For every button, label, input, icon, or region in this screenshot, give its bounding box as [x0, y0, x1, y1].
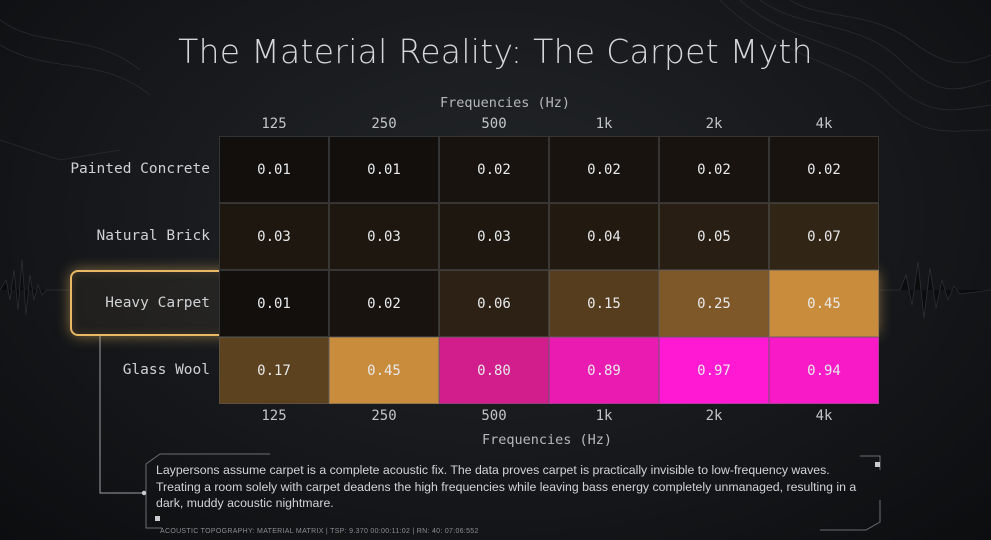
cell-value-label: 0.04 [587, 228, 621, 245]
cell-value-label: 0.80 [477, 362, 511, 379]
heatmap-cell: 0.45 [329, 337, 439, 404]
cell-value-label: 0.89 [587, 362, 621, 379]
heatmap-cell: 0.06 [439, 270, 549, 337]
heatmap-cell: 0.07 [769, 203, 879, 270]
heatmap-cell: 0.01 [219, 136, 329, 203]
cell-value-label: 0.97 [697, 362, 731, 379]
x-tick-top-4k: 4k [815, 116, 833, 132]
heatmap-cell: 0.17 [219, 337, 329, 404]
heatmap-cell: 0.94 [769, 337, 879, 404]
x-tick-top-500: 500 [481, 116, 507, 132]
cell-value-label: 0.03 [257, 228, 291, 245]
heatmap-cell: 0.03 [439, 203, 549, 270]
heatmap-cell: 0.02 [549, 136, 659, 203]
cell-value-label: 0.02 [807, 161, 841, 178]
cell-value-label: 0.15 [587, 295, 621, 312]
cell-value-label: 0.03 [477, 228, 511, 245]
cell-value-label: 0.25 [697, 295, 731, 312]
cell-value-label: 0.01 [257, 161, 291, 178]
row-label-natural-brick: Natural Brick [96, 228, 211, 244]
heatmap-cell: 0.02 [659, 136, 769, 203]
heatmap-cell: 0.97 [659, 337, 769, 404]
x-tick-bottom-4k: 4k [815, 408, 833, 424]
x-axis-title-top: Frequencies (Hz) [439, 95, 571, 111]
x-tick-top-1k: 1k [595, 116, 613, 132]
x-axis-title-bottom: Frequencies (Hz) [481, 432, 613, 448]
cell-value-label: 0.06 [477, 295, 511, 312]
heatmap-cell: 0.02 [329, 270, 439, 337]
cell-value-label: 0.17 [257, 362, 291, 379]
heatmap-cell: 0.25 [659, 270, 769, 337]
heatmap-cell: 0.01 [219, 270, 329, 337]
x-tick-bottom-250: 250 [371, 408, 397, 424]
row-label-painted-concrete: Painted Concrete [70, 161, 210, 177]
row-label-glass-wool: Glass Wool [122, 362, 210, 378]
heatmap-cell: 0.01 [329, 136, 439, 203]
cell-value-label: 0.05 [697, 228, 731, 245]
cell-value-label: 0.01 [257, 295, 291, 312]
heatmap-cell: 0.45 [769, 270, 879, 337]
heatmap-cell: 0.03 [219, 203, 329, 270]
cell-value-label: 0.45 [807, 295, 841, 312]
cell-value-label: 0.01 [367, 161, 401, 178]
cell-value-label: 0.02 [367, 295, 401, 312]
chart-title: The Material Reality: The Carpet Myth [178, 32, 813, 71]
insight-note: Laypersons assume carpet is a complete a… [156, 463, 857, 510]
x-tick-bottom-2k: 2k [705, 408, 723, 424]
heatmap-cell: 0.15 [549, 270, 659, 337]
heatmap-cell: 0.04 [549, 203, 659, 270]
heatmap-cell: 0.03 [329, 203, 439, 270]
row-label-heavy-carpet: Heavy Carpet [105, 295, 210, 311]
heatmap-cell: 0.05 [659, 203, 769, 270]
cell-value-label: 0.03 [367, 228, 401, 245]
cell-value-label: 0.02 [587, 161, 621, 178]
cell-value-label: 0.94 [807, 362, 841, 379]
x-tick-top-125: 125 [261, 116, 287, 132]
x-tick-bottom-1k: 1k [595, 408, 613, 424]
footer-metadata: ACOUSTIC TOPOGRAPHY: MATERIAL MATRIX | T… [160, 528, 479, 535]
heatmap-cell: 0.89 [549, 337, 659, 404]
heatmap-cell: 0.02 [769, 136, 879, 203]
cell-value-label: 0.02 [697, 161, 731, 178]
cell-value-label: 0.45 [367, 362, 401, 379]
x-tick-bottom-125: 125 [261, 408, 287, 424]
cell-value-label: 0.07 [807, 228, 841, 245]
cell-value-label: 0.02 [477, 161, 511, 178]
x-tick-bottom-500: 500 [481, 408, 507, 424]
heatmap-cell: 0.02 [439, 136, 549, 203]
x-tick-top-2k: 2k [705, 116, 723, 132]
heatmap-cell: 0.80 [439, 337, 549, 404]
x-tick-top-250: 250 [371, 116, 397, 132]
